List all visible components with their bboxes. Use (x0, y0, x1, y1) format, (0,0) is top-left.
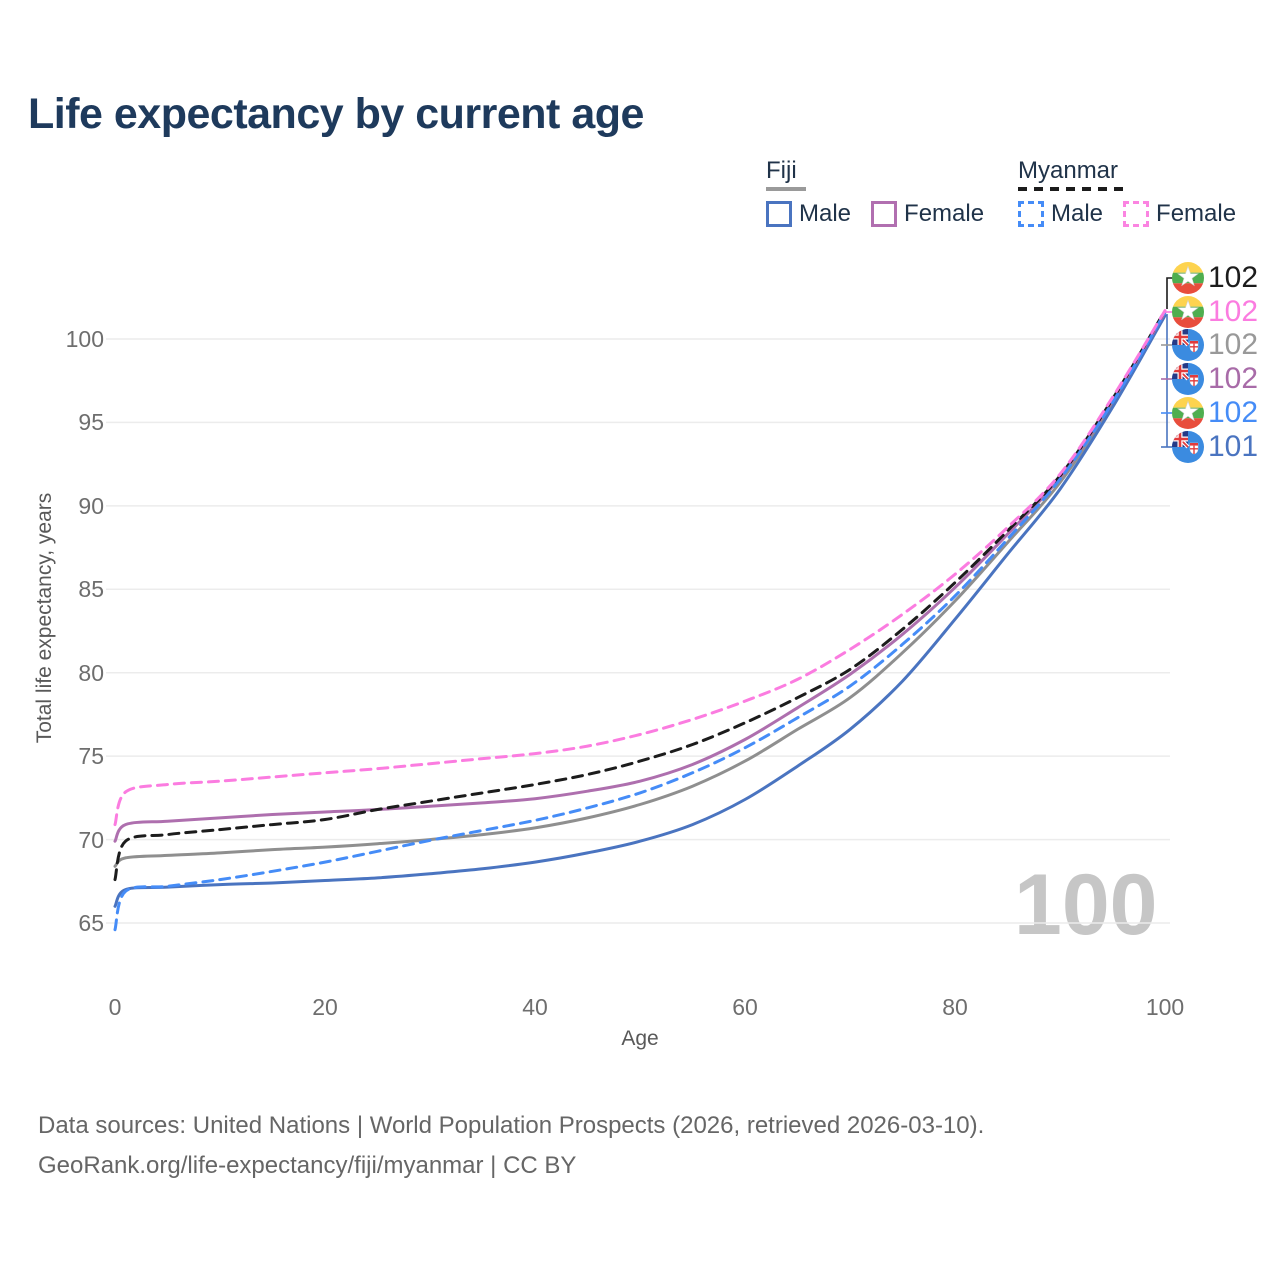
x-tick-label: 0 (108, 994, 122, 1020)
footer-sources: Data sources: United Nations | World Pop… (38, 1112, 985, 1139)
end-label-value: 102 (1208, 396, 1259, 429)
fiji-flag-icon (1172, 363, 1204, 395)
legend-item-label: Male (1051, 200, 1104, 227)
leader-line (1166, 277, 1174, 309)
legend-group-myanmar: Myanmar Male Female (1018, 158, 1236, 228)
y-tick-label: 75 (78, 743, 104, 770)
legend-line-sample-myanmar (1018, 187, 1130, 191)
fiji-male-swatch-icon (766, 201, 792, 227)
series-line-myanmar-female[interactable] (113, 309, 1167, 827)
legend-group-fiji: Fiji Male Female (766, 158, 984, 228)
fiji-flag-icon (1172, 431, 1204, 463)
x-tick-label: 100 (1145, 994, 1185, 1020)
x-tick-label: 40 (522, 994, 548, 1020)
age-counter-watermark: 100 (1014, 857, 1158, 953)
chart-title: Life expectancy by current age (28, 90, 644, 138)
myanmar-flag-icon (1172, 296, 1204, 328)
end-label-value: 102 (1208, 328, 1259, 361)
myanmar-male-swatch-icon (1018, 201, 1044, 227)
legend-group-title-myanmar[interactable]: Myanmar (1018, 157, 1119, 184)
fiji-female-swatch-icon (871, 201, 898, 227)
end-label-value: 101 (1208, 430, 1259, 463)
series-line-fiji-male[interactable] (113, 314, 1167, 908)
legend-item-label: Female (1156, 200, 1237, 227)
series-line-fiji-total[interactable] (113, 310, 1167, 868)
legend-line-sample-fiji (766, 187, 806, 191)
y-tick-label: 100 (65, 326, 104, 352)
legend-item-myanmar-female[interactable]: Female (1123, 200, 1236, 228)
legend-item-myanmar-male[interactable]: Male (1018, 200, 1103, 228)
x-tick-label: 60 (732, 994, 758, 1020)
x-tick-label: 80 (942, 994, 968, 1020)
myanmar-female-swatch-icon (1123, 201, 1150, 227)
y-tick-label: 80 (78, 659, 104, 686)
x-tick-label: 20 (312, 994, 338, 1020)
myanmar-flag-icon (1172, 262, 1204, 294)
footer: Data sources: United Nations | World Pop… (38, 1106, 984, 1186)
y-tick-label: 95 (78, 409, 104, 436)
end-label-value: 102 (1208, 295, 1259, 328)
legend-group-title-fiji[interactable]: Fiji (766, 157, 797, 184)
y-axis-title: Total life expectancy, years (33, 492, 56, 744)
y-tick-label: 65 (78, 910, 104, 936)
footer-link: GeoRank.org/life-expectancy/fiji/myanmar… (38, 1152, 577, 1179)
end-label-value: 102 (1208, 261, 1259, 294)
legend-item-label: Female (904, 200, 985, 227)
legend-item-label: Male (799, 200, 852, 227)
legend-item-fiji-male[interactable]: Male (766, 200, 851, 228)
y-tick-label: 85 (78, 576, 104, 603)
fiji-flag-icon (1172, 329, 1204, 361)
legend-item-fiji-female[interactable]: Female (871, 200, 984, 228)
end-label-value: 102 (1208, 362, 1259, 395)
y-tick-label: 70 (78, 826, 104, 853)
series-line-fiji-female[interactable] (113, 310, 1167, 843)
x-axis-title: Age (621, 1027, 659, 1050)
y-tick-label: 90 (78, 492, 104, 519)
series-line-myanmar-total[interactable] (113, 309, 1167, 882)
series-line-myanmar-male[interactable] (113, 310, 1167, 932)
myanmar-flag-icon (1172, 397, 1204, 429)
